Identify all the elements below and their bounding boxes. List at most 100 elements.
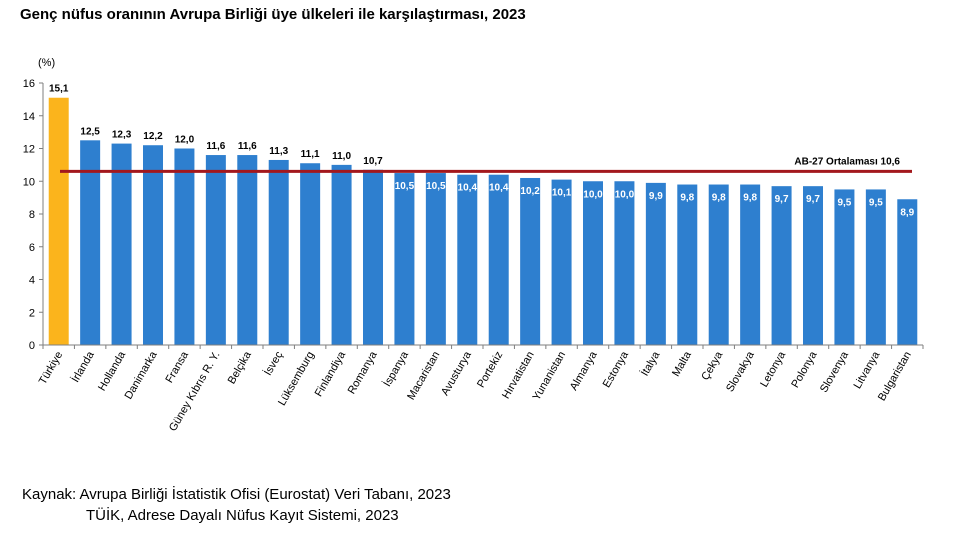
reference-line-group: AB-27 Ortalaması 10,6 — [60, 156, 912, 173]
bar-value-label: 12,3 — [112, 130, 132, 141]
y-tick-label: 14 — [23, 111, 35, 123]
bar-22 — [740, 184, 761, 345]
bar-17 — [583, 181, 603, 345]
bar-value-label: 12,0 — [175, 135, 195, 146]
bar-24 — [803, 186, 823, 345]
y-tick-label: 8 — [29, 209, 35, 221]
bar-6 — [237, 155, 258, 345]
x-category-label: İrlanda — [69, 348, 98, 384]
bar-1 — [80, 140, 101, 345]
bar-9 — [331, 164, 352, 345]
bar-25 — [834, 189, 855, 345]
bar-8 — [300, 163, 321, 345]
y-tick-label: 10 — [23, 176, 35, 188]
bar-19 — [645, 182, 666, 345]
bar-value-label: 9,8 — [743, 193, 757, 204]
bar-value-label: 11,0 — [332, 151, 351, 162]
bar-15 — [520, 177, 541, 345]
bar-value-label: 9,9 — [649, 191, 663, 202]
x-category-label: İsveç — [261, 349, 285, 378]
x-category-label: Finlandiya — [313, 349, 349, 399]
x-category-label: Malta — [670, 349, 694, 379]
x-category-label: Polonya — [789, 349, 820, 390]
bar-value-label: 10,5 — [426, 181, 446, 192]
average-line-label: AB-27 Ortalaması 10,6 — [794, 156, 900, 167]
bar-26 — [865, 189, 886, 345]
y-axis: 0 2 4 6 8 10 12 14 16(%) — [23, 57, 55, 352]
bar-value-label: 10,1 — [552, 188, 572, 199]
bar-value-label: 12,2 — [143, 131, 163, 142]
bar-3 — [143, 145, 163, 345]
x-category-label: Hollanda — [96, 349, 129, 393]
bar-23 — [771, 186, 792, 345]
bar-value-label: 9,5 — [837, 197, 851, 208]
x-category-label: Hırvatistan — [500, 350, 537, 402]
bar-0 — [48, 97, 69, 345]
x-category-label: Avusturya — [439, 349, 474, 398]
bar-12 — [425, 173, 446, 345]
bar-4 — [174, 148, 195, 345]
bar-10 — [363, 169, 383, 345]
bar-value-label: 11,6 — [238, 141, 257, 152]
bar-value-label: 11,6 — [206, 141, 225, 152]
bar-20 — [677, 184, 698, 345]
x-category-label: Litvanya — [852, 349, 883, 391]
bar-value-label: 10,4 — [458, 183, 478, 194]
x-category-label: Slovenya — [818, 349, 851, 395]
bar-14 — [488, 174, 509, 345]
bar-27 — [897, 199, 918, 345]
source-line-2: TÜİK, Adrese Dayalı Nüfus Kayıt Sistemi,… — [86, 507, 399, 524]
x-category-label: Belçika — [226, 349, 255, 386]
bar-value-label: 11,3 — [269, 146, 288, 157]
x-category-label: Yunanistan — [531, 350, 569, 403]
bar-value-label: 10,0 — [615, 189, 635, 200]
bar-value-label: 9,8 — [712, 193, 726, 204]
bar-value-label: 10,5 — [395, 181, 415, 192]
x-category-label: Romanya — [346, 349, 380, 397]
x-category-label: Estonya — [601, 349, 632, 390]
source-note: Kaynak: Avrupa Birliği İstatistik Ofisi … — [22, 484, 451, 526]
bar-16 — [551, 179, 572, 345]
bar-7 — [268, 159, 289, 345]
bar-value-label: 12,5 — [80, 126, 100, 137]
y-tick-label: 6 — [29, 242, 35, 254]
y-tick-label: 4 — [29, 275, 35, 287]
bar-value-label: 8,9 — [900, 207, 914, 218]
x-category-label: Çekya — [699, 349, 725, 383]
x-category-label: Türkiye — [37, 350, 65, 387]
x-category-label: Letonya — [758, 349, 788, 390]
y-tick-label: 16 — [23, 78, 35, 90]
x-category-label: Slovakya — [724, 349, 757, 394]
y-tick-label: 0 — [29, 340, 35, 352]
bars-group: 15,1 12,5 12,3 12,2 12,0 11,6 11,6 11,3 11,1 11,0… — [48, 84, 918, 345]
bar-value-label: 10,7 — [363, 156, 383, 167]
x-category-label: İspanya — [381, 348, 412, 389]
bar-value-label: 10,4 — [489, 183, 509, 194]
bar-2 — [111, 143, 132, 345]
bar-value-label: 9,5 — [869, 197, 883, 208]
y-tick-label: 12 — [23, 144, 35, 156]
bar-value-label: 9,7 — [775, 194, 789, 205]
source-line-1: Kaynak: Avrupa Birliği İstatistik Ofisi … — [22, 486, 451, 503]
x-category-label: Fransa — [164, 349, 192, 385]
x-category-label: İtalya — [638, 348, 663, 378]
bar-13 — [457, 174, 478, 345]
bar-value-label: 9,7 — [806, 194, 820, 205]
bar-value-label: 10,2 — [520, 186, 540, 197]
chart-title: Genç nüfus oranının Avrupa Birliği üye ü… — [20, 6, 526, 23]
x-category-label: Danimarka — [123, 349, 160, 402]
bar-value-label: 9,8 — [680, 193, 694, 204]
bar-value-label: 11,1 — [301, 149, 320, 160]
x-category-label: Portekiz — [475, 350, 505, 390]
y-unit-label: (%) — [38, 57, 55, 69]
bar-5 — [205, 155, 226, 345]
bar-18 — [614, 181, 635, 345]
x-category-label: Macaristan — [405, 350, 442, 403]
bar-11 — [394, 173, 415, 345]
y-tick-label: 2 — [29, 307, 35, 319]
x-category-label: Almanya — [568, 349, 600, 393]
bar-value-label: 15,1 — [49, 84, 69, 95]
bar-21 — [708, 184, 729, 345]
bar-chart: 0 2 4 6 8 10 12 14 16(%) 15,1 12,5 12,3 12,2 12,0 11,… — [23, 57, 924, 434]
